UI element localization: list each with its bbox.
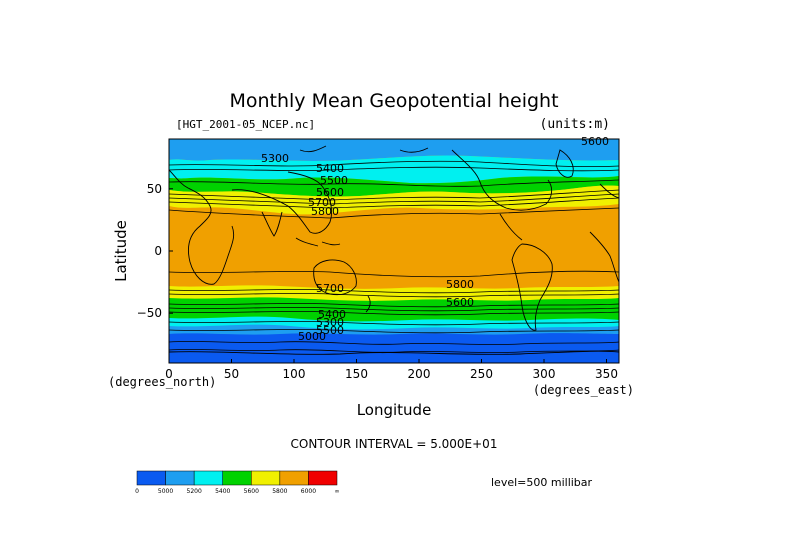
colorbar-swatch xyxy=(222,470,252,486)
x-tick-label: 350 xyxy=(595,367,618,381)
contour-label: 5500 xyxy=(320,174,348,187)
colorbar-label: 5600 xyxy=(244,488,259,495)
contour-label: 5800 xyxy=(446,278,474,291)
x-tick-label: 100 xyxy=(283,367,306,381)
colorbar-swatch xyxy=(165,470,195,486)
x-tick-label: 150 xyxy=(345,367,368,381)
contour-field xyxy=(169,139,619,363)
x-tick-label: 0 xyxy=(165,367,173,381)
colorbar-swatch xyxy=(279,470,309,486)
y-tick-label: 0 xyxy=(154,244,162,258)
contour-label: 5000 xyxy=(298,330,326,343)
y-axis-ticks: 50 0 −50 xyxy=(137,182,173,320)
band-south-5000 xyxy=(169,333,619,363)
colorbar-label: 5400 xyxy=(215,488,230,495)
band-north-5700 xyxy=(169,185,619,215)
contour-label: 5800 xyxy=(311,205,339,218)
units-label: (units:m) xyxy=(540,117,610,132)
band-north-5200 xyxy=(169,139,619,161)
colorbar: 0 5000 5200 5400 5600 5800 6000 ∞ xyxy=(135,470,340,495)
colorbar-label: 0 xyxy=(135,488,139,495)
level-label: level=500 millibar xyxy=(491,476,593,489)
file-label: [HGT_2001-05_NCEP.nc] xyxy=(176,118,315,131)
x-tick-label: 50 xyxy=(224,367,239,381)
contour-label: 5700 xyxy=(316,282,344,295)
contour-label: 5400 xyxy=(316,162,344,175)
band-north-5500 xyxy=(169,176,619,197)
colorbar-label: ∞ xyxy=(335,488,340,495)
x-axis-unit: (degrees_east) xyxy=(533,383,634,397)
x-axis-ticks: 0 50 100 150 200 250 300 350 xyxy=(165,359,618,381)
colorbar-label: 5800 xyxy=(272,488,287,495)
colorbar-label: 6000 xyxy=(301,488,316,495)
contour-label: 5500 xyxy=(316,324,344,337)
contour-interval-label: CONTOUR INTERVAL = 5.000E+01 xyxy=(291,437,498,451)
colorbar-swatch xyxy=(136,470,166,486)
contour-label: 5700 xyxy=(308,196,336,209)
colorbar-label: 5000 xyxy=(158,488,173,495)
colorbar-label: 5200 xyxy=(187,488,202,495)
colorbar-swatch xyxy=(193,470,223,486)
y-tick-label: 50 xyxy=(147,182,162,196)
coastlines xyxy=(169,145,619,355)
contour-label: 5600 xyxy=(446,296,474,309)
contour-label: 5400 xyxy=(318,308,346,321)
x-tick-label: 250 xyxy=(470,367,493,381)
contour-label: 5300 xyxy=(316,316,344,329)
contour-label: 5600 xyxy=(581,135,609,148)
x-axis-label: Longitude xyxy=(357,401,432,419)
map-title: Monthly Mean Geopotential height xyxy=(229,90,558,112)
contour-label: 5300 xyxy=(261,152,289,165)
x-tick-label: 300 xyxy=(533,367,556,381)
contour-lines xyxy=(169,160,619,353)
colorbar-swatch xyxy=(308,470,338,486)
contour-labels: 5300540055005600570058005800560057005400… xyxy=(261,135,609,343)
y-axis-unit: (degrees_north) xyxy=(108,375,216,389)
band-north-5300 xyxy=(169,155,619,184)
y-tick-label: −50 xyxy=(137,306,162,320)
colorbar-swatch xyxy=(251,470,281,486)
y-axis-label: Latitude xyxy=(112,220,130,282)
x-tick-label: 200 xyxy=(408,367,431,381)
contour-label: 5600 xyxy=(316,186,344,199)
